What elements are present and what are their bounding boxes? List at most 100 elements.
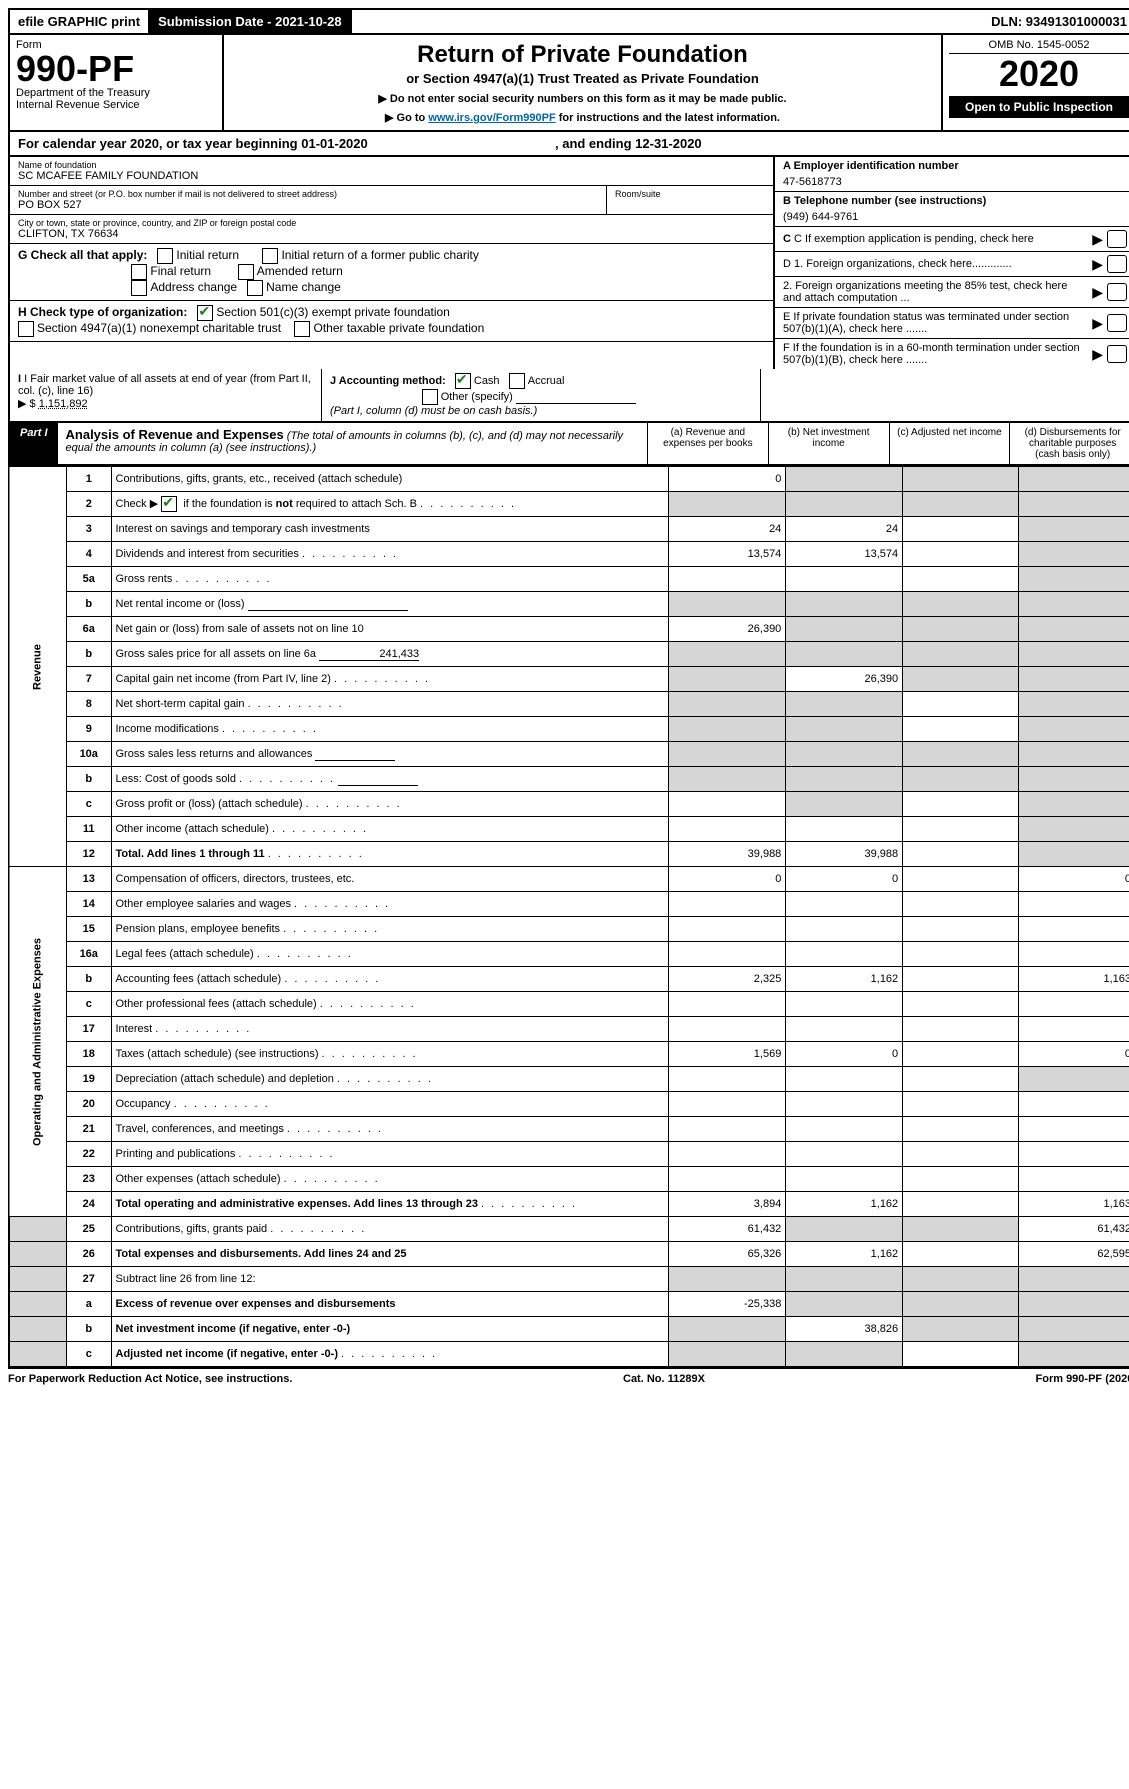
chk-other[interactable] bbox=[422, 389, 438, 405]
table-row: 5aGross rents bbox=[9, 567, 1129, 592]
part1-desc: Analysis of Revenue and Expenses (The to… bbox=[58, 423, 647, 464]
dept: Department of the Treasury bbox=[16, 87, 216, 99]
e-item: E If private foundation status was termi… bbox=[775, 308, 1129, 339]
table-row: Operating and Administrative Expenses 13… bbox=[9, 867, 1129, 892]
info-right: A Employer identification number 47-5618… bbox=[773, 157, 1129, 369]
chk-name[interactable] bbox=[247, 280, 263, 296]
table-row: cGross profit or (loss) (attach schedule… bbox=[9, 792, 1129, 817]
table-row: 19Depreciation (attach schedule) and dep… bbox=[9, 1067, 1129, 1092]
e-checkbox[interactable] bbox=[1107, 314, 1127, 332]
omb-number: OMB No. 1545-0052 bbox=[949, 39, 1129, 54]
table-row: cOther professional fees (attach schedul… bbox=[9, 992, 1129, 1017]
f-checkbox[interactable] bbox=[1107, 345, 1127, 363]
table-row: 21Travel, conferences, and meetings bbox=[9, 1117, 1129, 1142]
chk-initial-former[interactable] bbox=[262, 248, 278, 264]
revenue-side: Revenue bbox=[9, 467, 67, 867]
table-row: 9Income modifications bbox=[9, 717, 1129, 742]
table-row: 27Subtract line 26 from line 12: bbox=[9, 1267, 1129, 1292]
foundation-name-cell: Name of foundation SC MCAFEE FAMILY FOUN… bbox=[10, 157, 773, 186]
g-section: G Check all that apply: Initial return I… bbox=[10, 244, 773, 301]
note-ssn: ▶ Do not enter social security numbers o… bbox=[230, 92, 935, 105]
chk-final[interactable] bbox=[131, 264, 147, 280]
ein-cell: A Employer identification number 47-5618… bbox=[775, 157, 1129, 192]
chk-amended[interactable] bbox=[238, 264, 254, 280]
table-row: cAdjusted net income (if negative, enter… bbox=[9, 1342, 1129, 1367]
col-c-header: (c) Adjusted net income bbox=[889, 423, 1010, 464]
table-row: bAccounting fees (attach schedule) 2,325… bbox=[9, 967, 1129, 992]
arrow-icon: ▶ bbox=[1092, 231, 1103, 248]
table-row: 12Total. Add lines 1 through 11 39,98839… bbox=[9, 842, 1129, 867]
top-bar: efile GRAPHIC print Submission Date - 20… bbox=[8, 8, 1129, 35]
irs: Internal Revenue Service bbox=[16, 99, 216, 111]
j-cell: J Accounting method: Cash Accrual Other … bbox=[322, 369, 761, 421]
part1-label: Part I bbox=[10, 423, 58, 464]
table-row: 2Check ▶ if the foundation is not requir… bbox=[9, 492, 1129, 517]
header-mid: Return of Private Foundation or Section … bbox=[224, 35, 941, 130]
table-row: Revenue 1Contributions, gifts, grants, e… bbox=[9, 467, 1129, 492]
d1-item: D 1. Foreign organizations, check here..… bbox=[775, 252, 1129, 277]
phone-cell: B Telephone number (see instructions) (9… bbox=[775, 192, 1129, 227]
col-d-header: (d) Disbursements for charitable purpose… bbox=[1009, 423, 1129, 464]
c-checkbox[interactable] bbox=[1107, 230, 1127, 248]
table-row: 11Other income (attach schedule) bbox=[9, 817, 1129, 842]
chk-address[interactable] bbox=[131, 280, 147, 296]
table-row: 14Other employee salaries and wages bbox=[9, 892, 1129, 917]
table-row: 20Occupancy bbox=[9, 1092, 1129, 1117]
chk-other-taxable[interactable] bbox=[294, 321, 310, 337]
chk-schb[interactable] bbox=[161, 496, 177, 512]
chk-4947[interactable] bbox=[18, 321, 34, 337]
table-row: 22Printing and publications bbox=[9, 1142, 1129, 1167]
chk-initial[interactable] bbox=[157, 248, 173, 264]
arrow-icon: ▶ bbox=[1092, 256, 1103, 273]
table-row: 17Interest bbox=[9, 1017, 1129, 1042]
table-row: 3Interest on savings and temporary cash … bbox=[9, 517, 1129, 542]
arrow-icon: ▶ bbox=[1092, 284, 1103, 301]
address-cell: Number and street (or P.O. box number if… bbox=[10, 186, 607, 215]
f-item: F If the foundation is in a 60-month ter… bbox=[775, 339, 1129, 369]
arrow-icon: ▶ bbox=[1092, 315, 1103, 332]
table-row: bGross sales price for all assets on lin… bbox=[9, 642, 1129, 667]
table-row: 18Taxes (attach schedule) (see instructi… bbox=[9, 1042, 1129, 1067]
d2-item: 2. Foreign organizations meeting the 85%… bbox=[775, 277, 1129, 308]
info-grid: Name of foundation SC MCAFEE FAMILY FOUN… bbox=[8, 157, 1129, 369]
form-number: 990-PF bbox=[16, 51, 216, 87]
c-item: C C If exemption application is pending,… bbox=[775, 227, 1129, 252]
ij-row: I I Fair market value of all assets at e… bbox=[8, 369, 1129, 423]
d2-checkbox[interactable] bbox=[1107, 283, 1127, 301]
d1-checkbox[interactable] bbox=[1107, 255, 1127, 273]
chk-501c3[interactable] bbox=[197, 305, 213, 321]
f-cell-dup bbox=[761, 369, 1129, 421]
table-row: 8Net short-term capital gain bbox=[9, 692, 1129, 717]
h-section: H Check type of organization: Section 50… bbox=[10, 301, 773, 342]
info-left: Name of foundation SC MCAFEE FAMILY FOUN… bbox=[10, 157, 773, 369]
table-row: bNet investment income (if negative, ent… bbox=[9, 1317, 1129, 1342]
i-cell: I I Fair market value of all assets at e… bbox=[10, 369, 322, 421]
table-row: 25Contributions, gifts, grants paid 61,4… bbox=[9, 1217, 1129, 1242]
city-cell: City or town, state or province, country… bbox=[10, 215, 773, 244]
part1-header: Part I Analysis of Revenue and Expenses … bbox=[8, 423, 1129, 466]
footer-right: Form 990-PF (2020) bbox=[1036, 1373, 1129, 1385]
col-b-header: (b) Net investment income bbox=[768, 423, 889, 464]
table-row: 10aGross sales less returns and allowanc… bbox=[9, 742, 1129, 767]
irs-link[interactable]: www.irs.gov/Form990PF bbox=[428, 112, 555, 124]
table-row: 16aLegal fees (attach schedule) bbox=[9, 942, 1129, 967]
table-row: 15Pension plans, employee benefits bbox=[9, 917, 1129, 942]
tax-year: 2020 bbox=[949, 54, 1129, 94]
table-row: bNet rental income or (loss) bbox=[9, 592, 1129, 617]
footer: For Paperwork Reduction Act Notice, see … bbox=[8, 1367, 1129, 1389]
chk-cash[interactable] bbox=[455, 373, 471, 389]
table-row: 4Dividends and interest from securities … bbox=[9, 542, 1129, 567]
calendar-year-row: For calendar year 2020, or tax year begi… bbox=[8, 132, 1129, 157]
form-title: Return of Private Foundation bbox=[230, 41, 935, 69]
expenses-side: Operating and Administrative Expenses bbox=[9, 867, 67, 1217]
chk-accrual[interactable] bbox=[509, 373, 525, 389]
header-left: Form 990-PF Department of the Treasury I… bbox=[10, 35, 224, 130]
open-public: Open to Public Inspection bbox=[949, 96, 1129, 118]
dln: DLN: 93491301000031 bbox=[983, 10, 1129, 33]
col-a-header: (a) Revenue and expenses per books bbox=[647, 423, 768, 464]
table-row: 24Total operating and administrative exp… bbox=[9, 1192, 1129, 1217]
submission-date: Submission Date - 2021-10-28 bbox=[150, 10, 352, 33]
part1-table: Revenue 1Contributions, gifts, grants, e… bbox=[8, 466, 1129, 1367]
form-subtitle: or Section 4947(a)(1) Trust Treated as P… bbox=[230, 71, 935, 86]
footer-left: For Paperwork Reduction Act Notice, see … bbox=[8, 1373, 292, 1385]
